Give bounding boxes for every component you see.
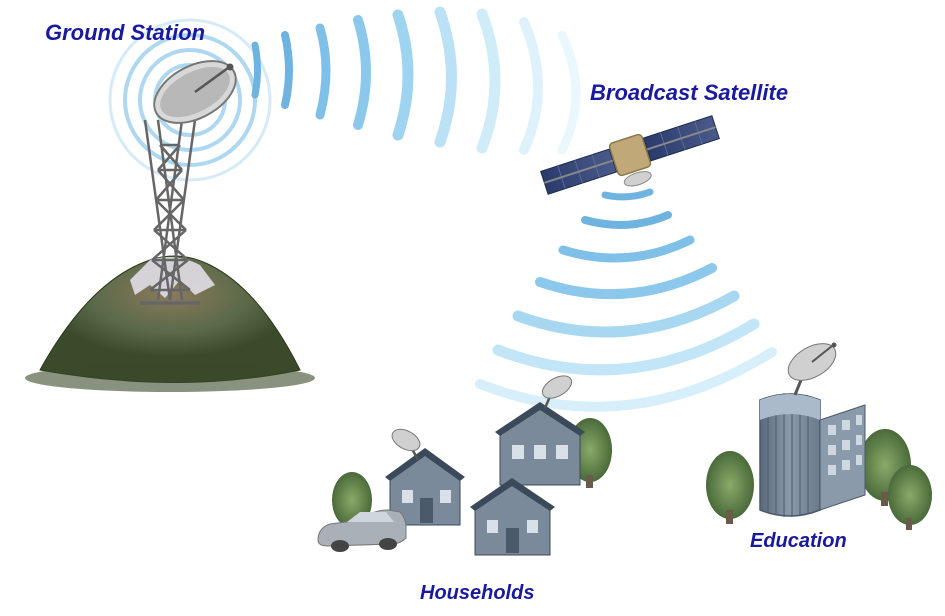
households-icon bbox=[318, 371, 612, 555]
broadcast-satellite-label: Broadcast Satellite bbox=[590, 80, 788, 106]
uplink-signal-icon bbox=[255, 12, 576, 150]
households-label: Households bbox=[420, 582, 534, 605]
diagram-canvas bbox=[0, 0, 945, 616]
downlink-signal-icon bbox=[480, 192, 772, 407]
education-label: Education bbox=[750, 530, 847, 553]
ground-station-label: Ground Station bbox=[45, 20, 205, 46]
car-icon bbox=[318, 510, 406, 552]
mountain-icon bbox=[25, 256, 315, 392]
